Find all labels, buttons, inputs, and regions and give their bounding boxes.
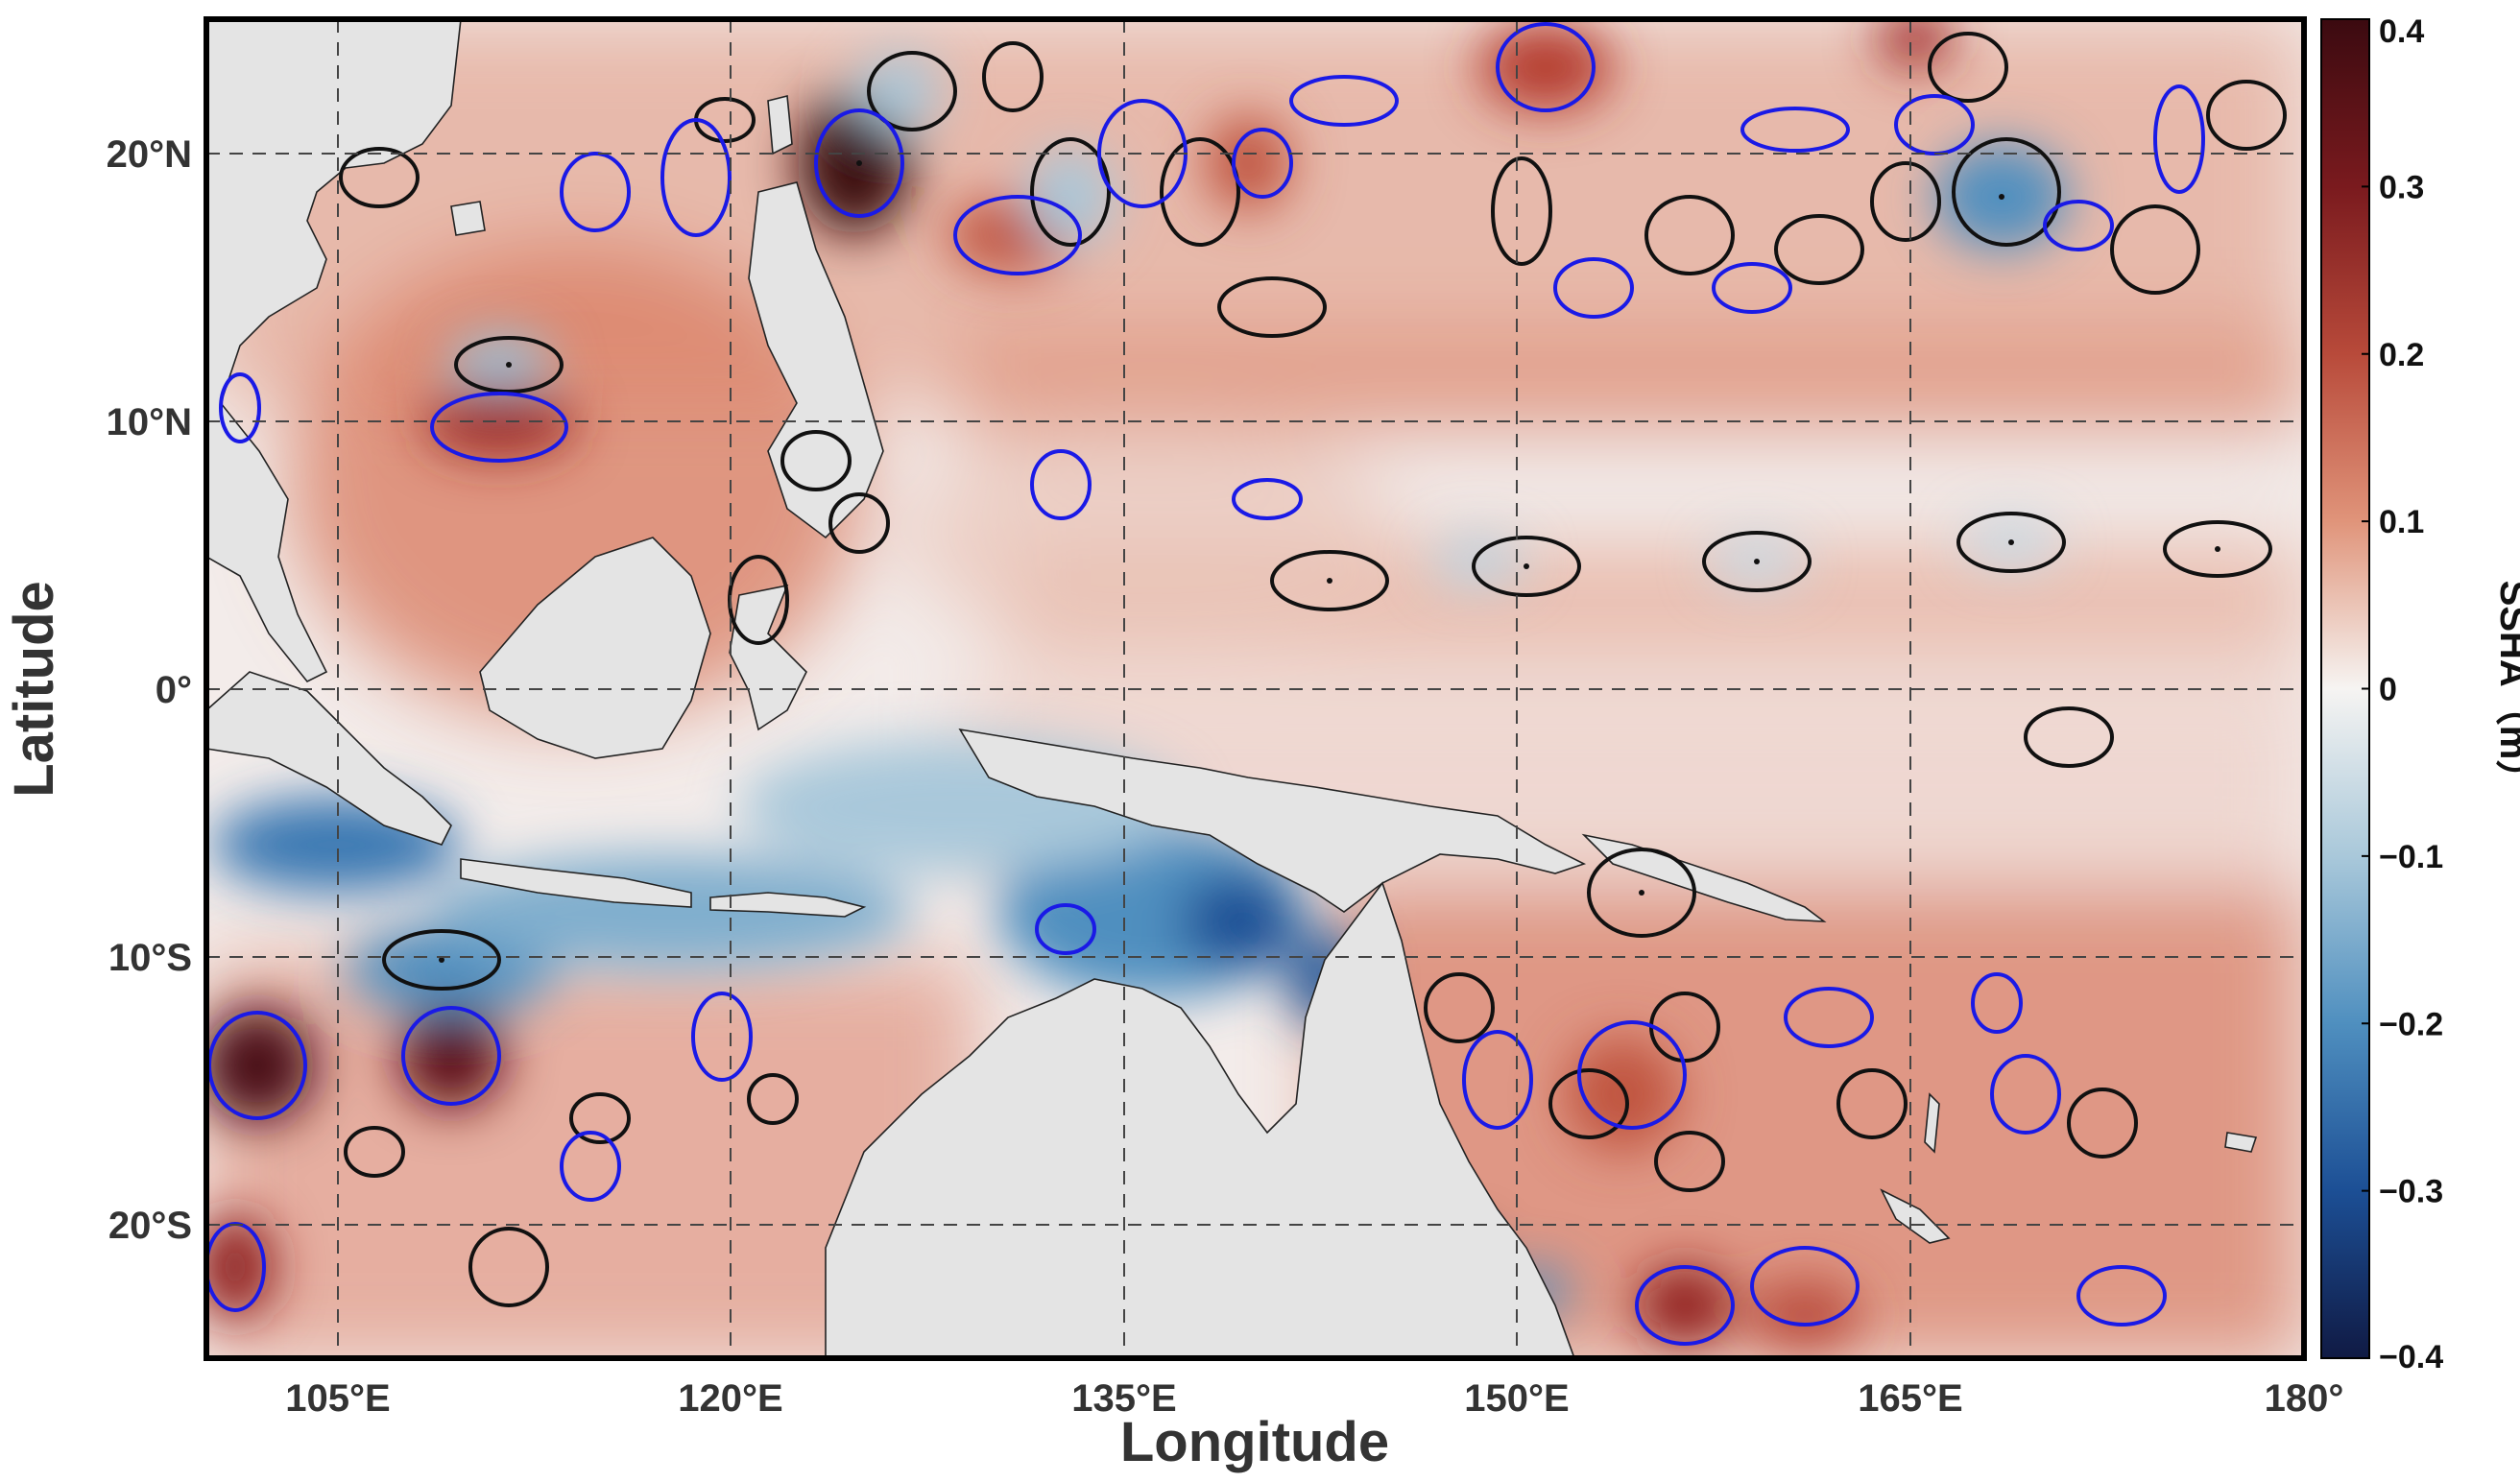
x-tick-label: 135°E [1071,1377,1176,1420]
map-gridlines [206,19,2304,1358]
land-borneo [479,537,711,759]
colorbar-tick-label: 0 [2379,672,2397,708]
cyclonic-eddy-contours [206,22,2205,1346]
land-new-caledonia [1880,1188,1951,1244]
land-taiwan [767,94,793,155]
y-tick-label: 0° [156,669,192,711]
colorbar-label: SSHA（m） [2492,581,2520,799]
map-plot-area [206,19,2304,1358]
land-asia-mainland [206,19,462,683]
colorbar-tick-label: 0.3 [2379,169,2424,205]
x-tick-labels: 105°E 120°E 135°E 150°E 165°E 180° [285,1377,2343,1420]
land-vanuatu [1924,1092,1940,1154]
anticyclonic-eddy-contours [339,32,2287,1307]
map-frame [204,16,2307,1361]
x-tick-label: 105°E [285,1377,390,1420]
colorbar-tick-label: −0.1 [2379,839,2443,875]
colorbar-tick-label: −0.4 [2379,1339,2443,1375]
colorbar-tick-label: 0.1 [2379,504,2424,540]
x-tick-label: 180° [2265,1377,2344,1420]
land-hainan [450,201,486,236]
colorbar-ticks: 0.4 0.3 0.2 0.1 0 −0.1 −0.2 −0.3 −0.4 [2362,13,2443,1375]
land-new-guinea [958,728,1587,913]
colorbar-gradient [2320,18,2370,1359]
land-sulawesi [729,584,807,731]
y-tick-label: 10°N [107,401,192,443]
colorbar: 0.4 0.3 0.2 0.1 0 −0.1 −0.2 −0.3 −0.4 SSHA（m） [2320,13,2520,1375]
colorbar-tick-label: −0.2 [2379,1006,2443,1042]
land-lesser-sundas [709,892,867,918]
land-philippines [748,181,884,539]
land-sumatra [206,671,452,846]
y-tick-label: 20°N [107,133,192,176]
y-tick-label: 20°S [108,1205,192,1247]
y-tick-label: 10°S [108,937,192,979]
y-axis-title: Latitude [3,581,65,798]
y-tick-labels: 20°N 10°N 0° 10°S 20°S [107,133,192,1247]
land-fiji [2224,1132,2258,1153]
colorbar-tick-label: 0.4 [2379,13,2424,50]
x-tick-label: 120°E [678,1377,782,1420]
land-australia [825,881,1575,1358]
colorbar-tick-label: −0.3 [2379,1174,2443,1210]
colorbar-tick-label: 0.2 [2379,337,2424,373]
x-axis-title: Longitude [1120,1411,1389,1473]
x-tick-label: 150°E [1464,1377,1569,1420]
land-masses [206,19,2258,1358]
x-tick-label: 165°E [1858,1377,1962,1420]
eddy-centers [439,160,2220,963]
land-java [460,858,692,908]
